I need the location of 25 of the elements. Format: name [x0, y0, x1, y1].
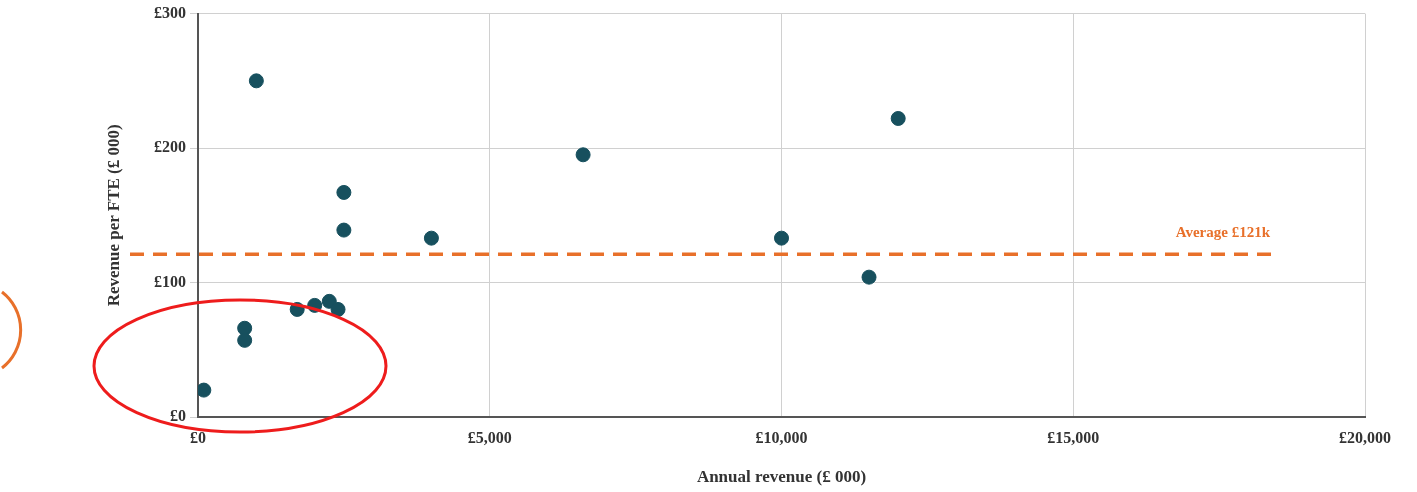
- point: [321, 293, 337, 309]
- point: [861, 269, 877, 285]
- x-tick-label: £15,000: [1047, 428, 1100, 446]
- point: [575, 147, 591, 163]
- point: [198, 382, 212, 398]
- point: [774, 230, 789, 246]
- y-tick-label: £0: [170, 407, 186, 425]
- y-tick-label: £100: [154, 272, 186, 290]
- point: [248, 73, 264, 89]
- x-tick-label: £10,000: [755, 428, 808, 446]
- x-tick-label: £0: [190, 428, 206, 446]
- y-tick-label: £200: [154, 138, 186, 156]
- y-axis-title: Revenue per FTE (£ 000): [103, 124, 123, 307]
- point: [336, 222, 352, 238]
- point: [237, 320, 253, 336]
- ref-line-label: Average £121k: [1175, 223, 1271, 240]
- x-tick-label: £5,000: [467, 428, 512, 446]
- point: [237, 332, 253, 348]
- x-tick-label: £20,000: [1339, 428, 1391, 446]
- y-tick-label: £300: [154, 3, 186, 21]
- point: [423, 230, 439, 246]
- x-axis-title: Annual revenue (£ 000): [696, 467, 867, 487]
- point: [890, 110, 906, 126]
- point: [336, 184, 352, 200]
- point: [330, 301, 346, 317]
